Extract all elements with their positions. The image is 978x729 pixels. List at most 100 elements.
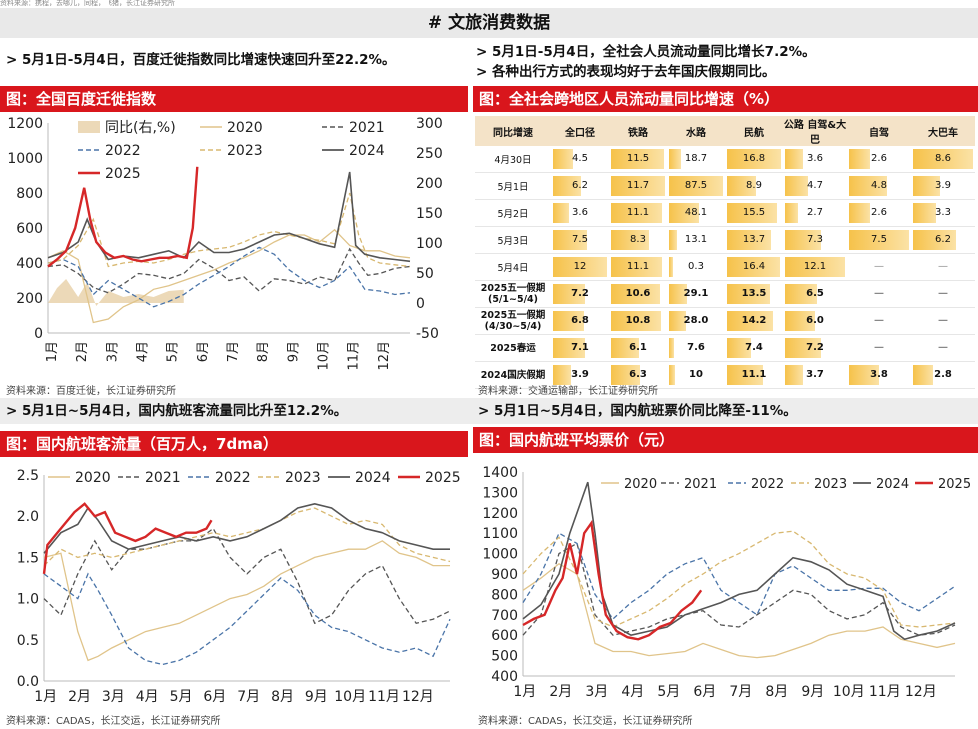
x-tick-label: 4月 (136, 341, 151, 362)
legend-item: 同比(右,%) (78, 120, 176, 136)
bottom-summary-strip (0, 398, 978, 424)
legend-item: 2023 (258, 470, 321, 486)
x-tick-label: 3月 (585, 684, 608, 700)
cell-value: 6.0 (806, 315, 824, 326)
row-label: 2025春运 (475, 334, 551, 362)
table-cell: 4.5 (551, 146, 609, 173)
cell-bar (669, 311, 687, 331)
table-row: 2024国庆假期 3.9 6.3 10 11.1 3.7 3.8 2.8 (475, 361, 975, 389)
cell-bar (785, 257, 845, 277)
cell-value: 3.6 (807, 153, 823, 164)
cell-value: 10.6 (625, 288, 651, 299)
table-row: 4月30日 4.5 11.5 18.7 16.8 3.6 2.6 8.6 (475, 146, 975, 173)
y-tick-label: 800 (491, 587, 518, 603)
x-tick-label: 8月 (271, 689, 294, 705)
x-tick-label: 11月 (347, 341, 362, 371)
legend-label: 2021 (684, 477, 717, 492)
table-cell: 8.6 (911, 146, 975, 173)
table-cell: 12.1 (783, 253, 847, 281)
y-tick-label: 0.0 (17, 674, 39, 690)
legend-item: 2024 (328, 470, 391, 486)
y-tick-label: 1.0 (17, 592, 39, 608)
y2-tick-label: 150 (416, 206, 443, 222)
row-label: 2024国庆假期 (475, 361, 551, 389)
x-tick-label: 12月 (905, 684, 937, 700)
y-tick-label: 600 (491, 628, 518, 644)
table-cell: 13.1 (667, 226, 725, 254)
row-label: 4月30日 (475, 146, 551, 173)
cell-bar (849, 176, 888, 196)
row-label: 5月3日 (475, 226, 551, 254)
cell-value: — (938, 315, 948, 326)
cell-value: 7.3 (807, 234, 823, 245)
y2-tick-label: 250 (416, 146, 443, 162)
fare-chart-title: 图：国内航班平均票价（元） (473, 427, 978, 453)
cell-bar (553, 284, 586, 304)
flow-table-wrapper: 同比增速 全口径 铁路 水路 民航 公路 自驾&大巴 自驾 大巴车 4月30日 4… (475, 116, 975, 389)
x-tick-label: 5月 (170, 689, 193, 705)
table-cell: 16.8 (725, 146, 783, 173)
cell-value: 2.6 (871, 207, 887, 218)
cell-value: 13.7 (742, 234, 766, 245)
cell-value: 11.5 (626, 153, 650, 164)
table-cell: 2.6 (847, 199, 911, 227)
legend-label: 2021 (349, 120, 385, 136)
x-tick-label: 7月 (226, 341, 241, 362)
cell-bar (611, 365, 641, 385)
cell-value: 14.2 (741, 315, 767, 326)
cell-value: 3.3 (935, 207, 951, 218)
cell-bar (727, 230, 772, 250)
table-cell: — (847, 253, 911, 281)
y2-tick-label: 50 (416, 266, 434, 282)
cell-value: 28.0 (683, 315, 709, 326)
cell-value: 13.1 (684, 234, 708, 245)
cell-bar (785, 311, 815, 331)
x-tick-label: 6月 (196, 341, 211, 362)
cell-value: 0.3 (688, 261, 704, 272)
cell-bar (669, 149, 681, 169)
table-cell: 3.9 (551, 361, 609, 389)
legend-label: 2022 (105, 143, 141, 159)
row-label: 2025五一假期 (5/1~5/4) (475, 280, 551, 308)
legend-label: 2025 (425, 470, 461, 486)
cell-value: 6.2 (572, 180, 588, 191)
cell-value: 7.2 (571, 288, 589, 299)
table-cell: 6.8 (551, 307, 609, 335)
table-cell: 7.4 (725, 334, 783, 362)
legend-label: 2022 (215, 470, 251, 486)
cell-value: 48.1 (684, 207, 708, 218)
cell-value: 7.5 (871, 234, 887, 245)
table-cell: 11.1 (609, 199, 667, 227)
cell-bar (553, 311, 584, 331)
row-label: 2025五一假期 (4/30~5/4) (475, 307, 551, 335)
cell-bar (727, 176, 756, 196)
table-cell: 6.2 (551, 172, 609, 200)
series-yoy-area (48, 279, 184, 306)
cell-bar (669, 365, 676, 385)
table-cell: — (911, 307, 975, 335)
series-2023-line (47, 192, 411, 268)
table-cell: 8.3 (609, 226, 667, 254)
table-cell: 3.3 (911, 199, 975, 227)
legend-label: 2022 (751, 477, 784, 492)
cell-bar (611, 338, 640, 358)
cell-value: 4.8 (871, 180, 887, 191)
cell-bar (913, 365, 933, 385)
y-tick-label: 1400 (482, 465, 518, 481)
top-source-note: 资料来源：携程，去哪儿，同程，飞猪，长江证券研究所 (0, 0, 175, 7)
legend-item: 2025 (915, 477, 971, 492)
cell-value: 7.2 (806, 342, 824, 353)
x-tick-label: 11月 (869, 684, 901, 700)
series-2025-line (47, 166, 199, 268)
passenger-chart: 0.00.51.01.52.02.51月 2月 3月 4月 5月 6月 7月 8月 9月 10月 1… (17, 468, 461, 705)
table-row: 5月3日 7.5 8.3 13.1 13.7 7.3 7.5 6.2 (475, 226, 975, 254)
legend-item: 2020 (601, 477, 657, 492)
cell-bar (849, 365, 880, 385)
table-cell: 3.8 (847, 361, 911, 389)
series-2020-line (522, 563, 956, 659)
cell-value: 29.1 (683, 288, 709, 299)
cell-value: — (874, 261, 884, 272)
series-2025-line (522, 519, 703, 641)
cell-bar (849, 230, 909, 250)
x-tick-label: 5月 (657, 684, 680, 700)
